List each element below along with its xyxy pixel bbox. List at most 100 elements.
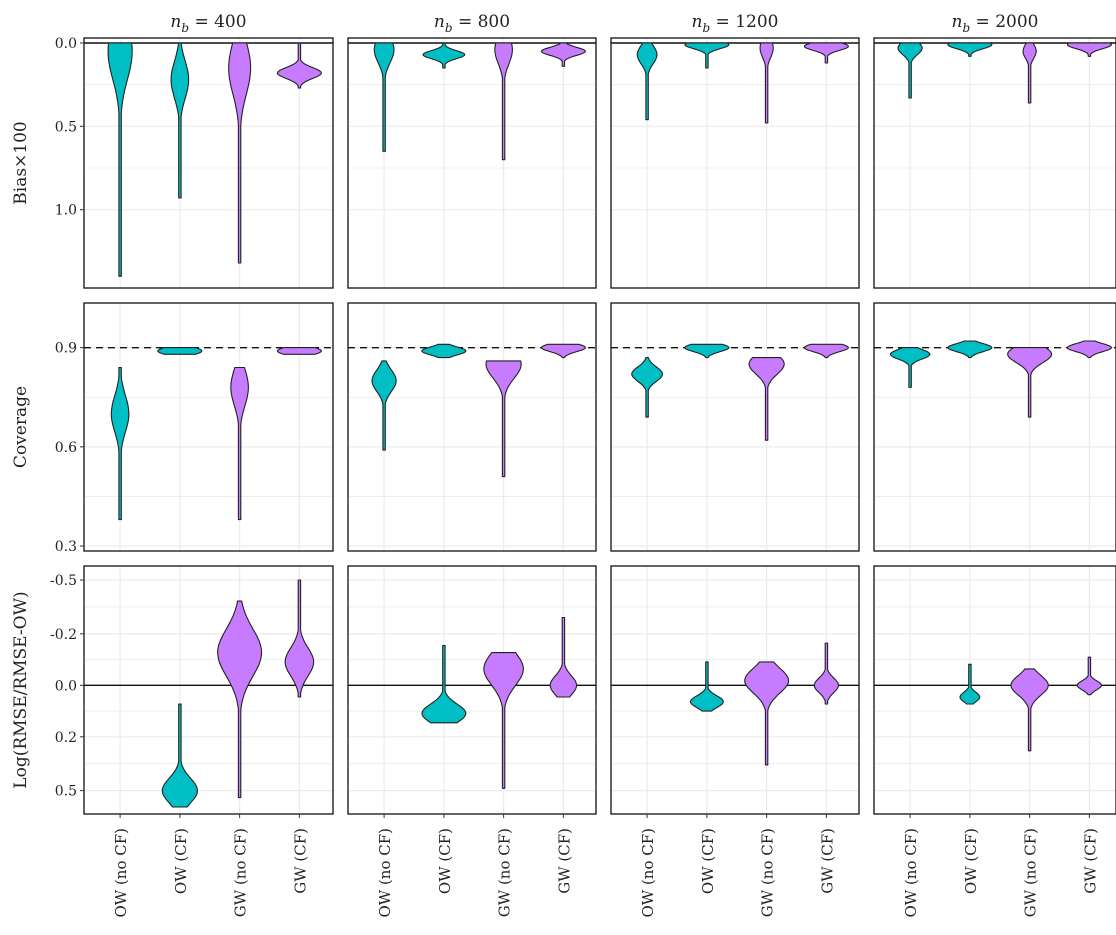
x-tick-label: GW (CF) [1081,828,1099,894]
panel-border [347,302,597,552]
y-tick-label: 0.0 [55,36,77,52]
panel-border [873,565,1116,815]
panel-border [873,37,1116,289]
panel-border [610,565,860,815]
x-tick-label: GW (no CF) [232,828,250,917]
x-tick-labels: OW (no CF) OW (CF) GW (no CF) GW (CF) OW (no… [112,814,1099,918]
panel-r0-c0: 0.0 0.5 1.0 [55,36,334,289]
x-tick-label: OW (CF) [436,828,454,894]
y-tick-label: 0.3 [55,539,77,555]
violin-gw-2 [748,357,785,441]
x-tick-label: GW (no CF) [496,828,514,917]
y-tick-label: 0.5 [55,784,77,800]
x-tick-label: OW (no CF) [376,828,394,918]
panel-border [83,565,334,815]
violin-ow-1 [947,340,993,359]
violin-gw-2 [1007,347,1053,418]
x-tick-label: GW (CF) [291,828,309,894]
violin-ow-0 [110,366,130,521]
violin-gw-2 [228,42,252,264]
violin-gw-2 [1022,42,1037,104]
violin-ow-1 [684,42,730,69]
violin-gw-3 [276,42,322,89]
violin-gw-3 [284,579,315,698]
x-tick-label: GW (CF) [555,828,573,894]
violin-gw-3 [1076,656,1103,696]
panel-r2-c0: -0.5 -0.2 0.0 0.2 0.5 [50,565,334,815]
panel-border [873,302,1116,552]
violin-ow-0 [107,42,133,277]
violin-ow-1 [157,347,203,355]
column-title-800: nb = 800 [434,12,510,35]
panel-r0-c3 [873,37,1116,289]
violin-gw-2 [759,42,774,124]
violin-ow-1 [161,703,198,808]
panel-r1-c1 [347,302,597,552]
panel-r1-c0: 0.3 0.6 0.9 [55,302,334,555]
violin-ow-1 [684,343,730,359]
y-tick-label: 0.0 [55,678,77,694]
facet-panels: 0.0 0.5 1.0 0.3 0.6 0.9 -0.5 -0.2 0.0 0.2 0.5 [50,36,1116,815]
x-tick-label: GW (CF) [818,828,836,894]
violin-gw-3 [803,343,849,359]
violin-ow-1 [421,343,467,359]
violin-ow-0 [889,347,931,388]
violin-ow-0 [371,360,397,451]
column-title-2000: nb = 2000 [952,12,1039,35]
violin-gw-2 [485,360,522,478]
violin-gw-3 [540,343,586,359]
violin-ow-0 [631,357,664,418]
y-tick-label: -0.2 [50,627,77,643]
violin-gw-2 [217,600,263,799]
violin-ow-1 [422,42,466,69]
panel-r2-c1 [347,565,597,815]
row-label-1: Coverage [11,386,31,468]
row-label-2: Log(RMSE/RMSE-OW) [11,591,31,788]
violin-ow-1 [959,663,981,705]
panel-border [83,37,334,289]
column-title-400: nb = 400 [170,12,246,35]
panel-r1-c2 [610,302,860,552]
column-title-1200: nb = 1200 [692,12,779,35]
violin-gw-2 [744,661,790,766]
violin-gw-2 [1010,668,1049,752]
panel-r0-c1 [347,37,597,289]
violin-gw-3 [803,42,849,64]
x-tick-label: OW (no CF) [902,828,920,918]
y-tick-label: 0.9 [55,341,77,357]
panel-border [347,37,597,289]
panel-r0-c2 [610,37,860,289]
panel-border [83,302,334,552]
violin-gw-3 [813,642,840,705]
violin-gw-3 [1066,340,1112,359]
x-tick-label: GW (no CF) [1022,828,1040,917]
y-tick-label: 1.0 [55,203,77,219]
violin-ow-0 [373,42,395,152]
y-tick-label: -0.5 [50,573,77,589]
violin-gw-2 [494,42,513,161]
violin-gw-3 [276,347,322,355]
x-tick-label: OW (no CF) [639,828,657,918]
y-tick-label: 0.5 [55,119,77,135]
violin-gw-2 [483,652,524,789]
y-tick-label: 0.2 [55,730,77,746]
violin-ow-0 [897,42,923,99]
violin-ow-1 [947,42,993,57]
x-tick-label: OW (CF) [699,828,717,894]
violin-ow-1 [170,42,190,199]
x-tick-label: GW (no CF) [759,828,777,917]
violin-gw-3 [1066,42,1112,57]
panel-border [610,302,860,552]
violin-ow-0 [636,42,658,121]
column-titles: nb = 400 nb = 800 nb = 1200 nb = 2000 [170,12,1038,35]
y-tick-label: 0.6 [55,440,77,456]
violin-gw-3 [549,616,578,698]
row-label-0: Bias×100 [11,121,31,204]
row-labels: Bias×100 Coverage Log(RMSE/RMSE-OW) [11,121,31,788]
x-tick-label: OW (no CF) [112,828,130,918]
x-tick-label: OW (CF) [172,828,190,894]
panel-border [347,565,597,815]
violin-gw-2 [230,366,249,521]
panel-r2-c2 [610,565,860,815]
